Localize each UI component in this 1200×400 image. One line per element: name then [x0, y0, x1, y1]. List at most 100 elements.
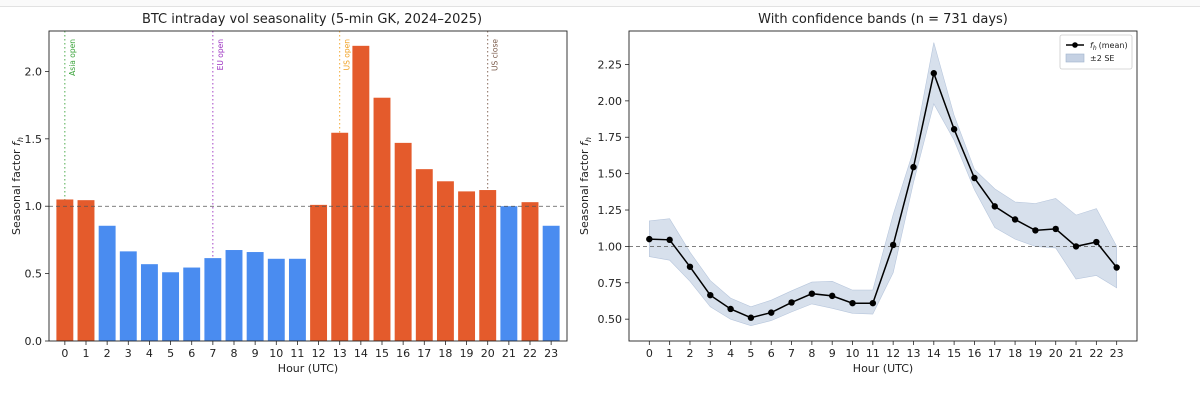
line-x-tick-label: 11: [866, 347, 880, 360]
bar-hour-6: [183, 267, 201, 341]
line-x-tick-label: 23: [1110, 347, 1124, 360]
mean-point-hour-13: [910, 163, 917, 171]
bar-hour-2: [98, 225, 116, 341]
bar-x-tick-label: 22: [523, 347, 537, 360]
line-x-tick-label: 21: [1069, 347, 1083, 360]
legend-mean-subscript: h: [1093, 45, 1097, 52]
mean-point-hour-2: [686, 263, 694, 270]
bar-y-tick-label: 2.0: [25, 65, 43, 78]
legend-band-label: ±2 SE: [1090, 54, 1114, 63]
line-x-tick-label: 2: [686, 347, 693, 360]
bar-hour-8: [225, 250, 243, 341]
mean-point-hour-5: [747, 314, 755, 321]
bar-hour-4: [140, 264, 158, 341]
line-chart-x-axis-label: Hour (UTC): [853, 362, 913, 375]
bar-x-tick-label: 20: [481, 347, 495, 360]
session-label-3: US close: [491, 39, 500, 71]
mean-line: [649, 70, 1118, 319]
line-chart-title: With confidence bands (n = 731 days): [758, 12, 1008, 27]
line-chart-y-axis-label-subscript: h: [584, 137, 593, 142]
mean-point-hour-20: [1052, 225, 1059, 233]
mean-point-hour-16: [971, 174, 978, 182]
legend-mean-text: (mean): [1099, 41, 1128, 50]
bar-x-tick-label: 15: [375, 347, 389, 360]
line-x-tick-label: 14: [927, 347, 941, 360]
mean-point-hour-12: [889, 241, 897, 249]
mean-point-hour-11: [869, 299, 877, 307]
bar-y-tick-label: 0.5: [25, 268, 43, 281]
bar-hour-14: [352, 45, 370, 342]
bar-chart-y-axis-label-symbol: f: [10, 140, 23, 146]
legend-mean-symbol: f: [1090, 41, 1094, 50]
line-x-tick-label: 7: [788, 347, 795, 360]
line-y-tick-label: 1.75: [598, 131, 623, 144]
mean-point-hour-0: [646, 235, 653, 243]
bar-hour-22: [521, 202, 539, 341]
mean-point-hour-23: [1113, 264, 1120, 271]
legend-mean-label: fh (mean): [1090, 41, 1128, 52]
bar-x-tick-label: 23: [544, 347, 558, 360]
line-x-tick-label: 9: [829, 347, 836, 360]
mean-point-hour-19: [1032, 227, 1039, 234]
bar-hour-13: [331, 132, 349, 341]
mean-point-hour-3: [707, 291, 714, 299]
line-chart-frame: [628, 30, 1138, 342]
line-x-tick-label: 16: [967, 347, 981, 360]
mean-point-hour-21: [1072, 243, 1080, 250]
mean-point-hour-18: [1011, 216, 1019, 223]
legend-marker-swatch: [1072, 42, 1078, 48]
mean-point-hour-14: [930, 70, 937, 77]
bar-x-tick-label: 10: [269, 347, 283, 360]
bar-x-tick-label: 7: [209, 347, 216, 360]
mean-point-hour-10: [849, 299, 856, 307]
bar-hour-17: [415, 169, 433, 341]
line-x-tick-label: 12: [886, 347, 900, 360]
line-x-tick-label: 15: [947, 347, 961, 360]
bar-x-tick-label: 11: [290, 347, 304, 360]
line-x-tick-label: 19: [1028, 347, 1042, 360]
bar-x-tick-label: 9: [252, 347, 259, 360]
bar-x-tick-label: 2: [104, 347, 111, 360]
session-label-0: Asia open: [68, 39, 77, 76]
bar-hour-12: [310, 204, 328, 341]
line-x-tick-label: 4: [727, 347, 734, 360]
bar-hour-7: [204, 258, 222, 341]
line-chart-y-axis-label: Seasonal factor fh: [578, 137, 593, 235]
bar-x-tick-label: 14: [354, 347, 368, 360]
bar-x-tick-label: 18: [438, 347, 452, 360]
mean-point-hour-8: [808, 290, 816, 297]
line-y-tick-label: 0.50: [598, 313, 623, 326]
bar-x-tick-label: 1: [83, 347, 90, 360]
line-chart-legend: fh (mean) ±2 SE: [1059, 34, 1133, 70]
line-x-tick-label: 3: [707, 347, 714, 360]
line-x-tick-label: 10: [846, 347, 860, 360]
bar-x-tick-label: 4: [146, 347, 153, 360]
line-x-tick-label: 1: [666, 347, 673, 360]
confidence-band: [649, 42, 1117, 327]
bar-x-tick-label: 16: [396, 347, 410, 360]
bar-x-tick-label: 8: [231, 347, 238, 360]
bar-chart-title: BTC intraday vol seasonality (5-min GK, …: [142, 12, 482, 27]
bar-x-tick-label: 3: [125, 347, 132, 360]
notebook-output-border: [0, 0, 1200, 7]
bar-x-tick-label: 19: [460, 347, 474, 360]
line-x-tick-label: 13: [906, 347, 920, 360]
line-y-tick-label: 0.75: [598, 277, 623, 290]
bar-hour-0: [56, 199, 74, 341]
bar-hour-3: [119, 251, 137, 341]
bar-x-tick-label: 13: [333, 347, 347, 360]
bar-hour-20: [479, 190, 497, 341]
mean-point-hour-15: [950, 126, 958, 133]
bar-hour-5: [162, 272, 180, 341]
line-x-tick-label: 5: [747, 347, 754, 360]
bar-x-tick-label: 17: [417, 347, 431, 360]
bar-hour-10: [267, 258, 285, 341]
line-chart-y-axis-label-symbol: f: [578, 140, 591, 146]
bar-chart-x-axis-label: Hour (UTC): [278, 362, 338, 375]
session-label-2: US open: [343, 39, 352, 71]
bar-y-tick-label: 0.0: [25, 335, 43, 348]
line-y-tick-label: 2.00: [598, 95, 623, 108]
bar-chart-y-axis-label-subscript: h: [16, 137, 25, 142]
line-chart-panel: With confidence bands (n = 731 days) 0.5…: [578, 12, 1138, 375]
line-x-tick-label: 22: [1089, 347, 1103, 360]
